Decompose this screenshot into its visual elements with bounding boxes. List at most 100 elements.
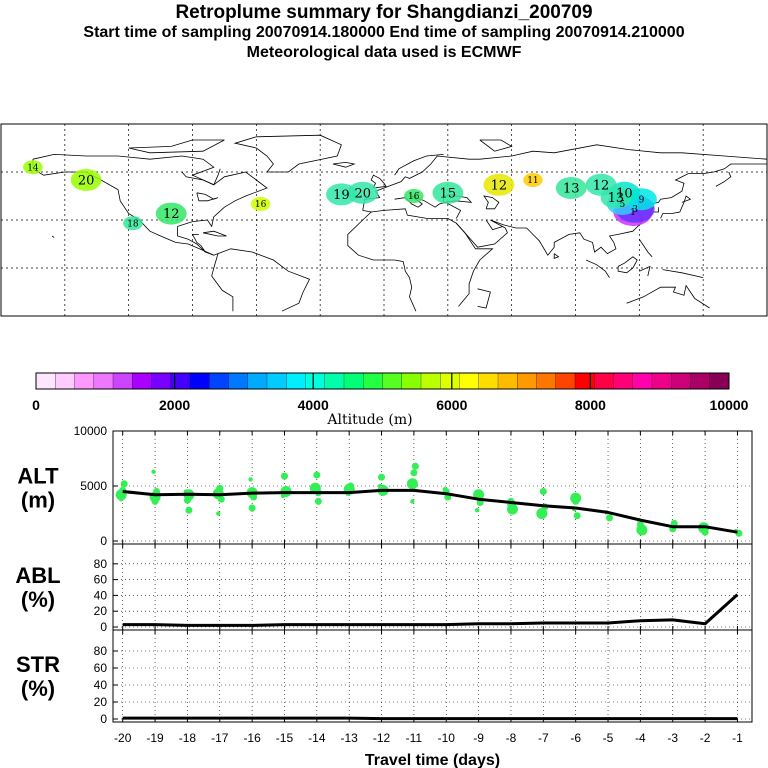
altitude-point xyxy=(701,528,709,536)
y-tick-label: 80 xyxy=(94,557,108,571)
coastline xyxy=(477,288,491,309)
coastline xyxy=(660,195,692,219)
colorbar-cell xyxy=(363,372,383,390)
y-tick-label: 60 xyxy=(94,661,108,675)
plume-day-label: 11 xyxy=(527,176,538,186)
coastline xyxy=(181,168,221,186)
coastline xyxy=(662,269,704,278)
altitude-point xyxy=(216,484,224,492)
panel-label-name: STR xyxy=(16,652,60,677)
colorbar-cell xyxy=(440,372,460,390)
coastline xyxy=(32,159,214,256)
colorbar-tick-label: 6000 xyxy=(436,397,467,413)
plume-day-label: 12 xyxy=(593,178,610,193)
colorbar-cell xyxy=(93,372,114,390)
plume-day-label: 1 xyxy=(630,208,636,218)
coastline xyxy=(217,248,311,312)
altitude-point xyxy=(406,478,418,490)
colorbar-cell xyxy=(651,372,672,390)
x-tick-label: -8 xyxy=(506,731,517,745)
colorbar-cell xyxy=(420,372,441,390)
y-tick-label: 0 xyxy=(100,534,107,548)
colorbar-cell xyxy=(497,372,518,390)
plume-day-label: 5 xyxy=(619,200,625,210)
colorbar-cell xyxy=(632,372,653,390)
x-tick-label: -5 xyxy=(603,731,614,745)
x-tick-label: -20 xyxy=(114,731,132,745)
altitude-point xyxy=(636,524,648,536)
colorbar-cell xyxy=(555,372,576,390)
coastline xyxy=(485,219,504,231)
coastline xyxy=(362,144,768,211)
y-tick-label: 80 xyxy=(94,644,108,658)
x-tick-label: -15 xyxy=(276,731,294,745)
y-tick-label: 0 xyxy=(100,712,107,726)
plume-blob xyxy=(155,202,187,225)
y-tick-label: 0 xyxy=(100,620,107,634)
x-tick-label: -12 xyxy=(373,731,391,745)
altitude-point xyxy=(151,469,156,474)
altitude-point xyxy=(411,462,419,470)
altitude-point xyxy=(347,482,355,490)
panel-label-unit: (%) xyxy=(21,587,55,612)
coastline xyxy=(347,210,417,312)
colorbar-cell xyxy=(170,372,191,390)
colorbar-cell xyxy=(74,372,95,390)
series-line xyxy=(122,488,738,534)
altitude-point xyxy=(153,488,161,495)
panel-frame xyxy=(112,543,753,631)
y-tick-label: 60 xyxy=(94,573,108,587)
time-series-panels: 0500010000ALT(m)020406080ABL(%)020406080… xyxy=(15,424,753,768)
coastline xyxy=(394,154,444,176)
plume-day-label: 12 xyxy=(163,207,180,222)
plume-blob xyxy=(23,160,43,175)
coastline xyxy=(479,139,513,152)
colorbar-cell xyxy=(112,372,133,390)
y-tick-label: 20 xyxy=(94,695,108,709)
colorbar-cell xyxy=(690,372,711,390)
altitude-point xyxy=(442,487,447,492)
colorbar-cell xyxy=(343,372,364,390)
chart-title: Retroplume summary for Shangdianzi_20070… xyxy=(175,2,593,23)
coastline xyxy=(32,153,268,256)
coastline xyxy=(51,235,55,238)
colorbar-cell xyxy=(574,372,595,390)
plume-day-label: 18 xyxy=(127,219,139,229)
coastline xyxy=(639,265,651,277)
panel-label-unit: (m) xyxy=(21,488,55,513)
altitude-point xyxy=(248,477,253,482)
colorbar-cell xyxy=(305,372,326,390)
altitude-point xyxy=(570,492,582,504)
colorbar-cell xyxy=(209,372,229,390)
altitude-point xyxy=(248,504,256,512)
altitude-point xyxy=(151,497,159,505)
x-tick-label: -4 xyxy=(635,731,646,745)
colorbar-cell xyxy=(247,372,268,390)
altitude-point xyxy=(183,496,191,504)
altitude-point xyxy=(183,489,189,494)
altitude-point xyxy=(313,471,321,479)
coastline xyxy=(553,253,560,259)
coastline xyxy=(617,256,638,274)
x-tick-label: -7 xyxy=(538,731,549,745)
panel-label-name: ALT xyxy=(17,464,59,489)
x-tick-label: -2 xyxy=(700,731,711,745)
colorbar-cell xyxy=(478,372,499,390)
altitude-point xyxy=(378,473,386,481)
panel-label-unit: (%) xyxy=(21,676,55,701)
colorbar-cell xyxy=(266,372,287,390)
colorbar-cell xyxy=(55,372,75,390)
colorbar-tick-label: 4000 xyxy=(298,397,329,413)
colorbar-cell xyxy=(151,372,172,390)
colorbar-label: Altitude (m) xyxy=(326,412,412,428)
x-tick-label: -9 xyxy=(473,731,484,745)
plume-day-label: 14 xyxy=(27,163,39,173)
coastline xyxy=(456,163,767,256)
altitude-point xyxy=(536,508,548,519)
x-tick-label: -19 xyxy=(146,731,164,745)
colorbar-cell xyxy=(35,372,56,390)
